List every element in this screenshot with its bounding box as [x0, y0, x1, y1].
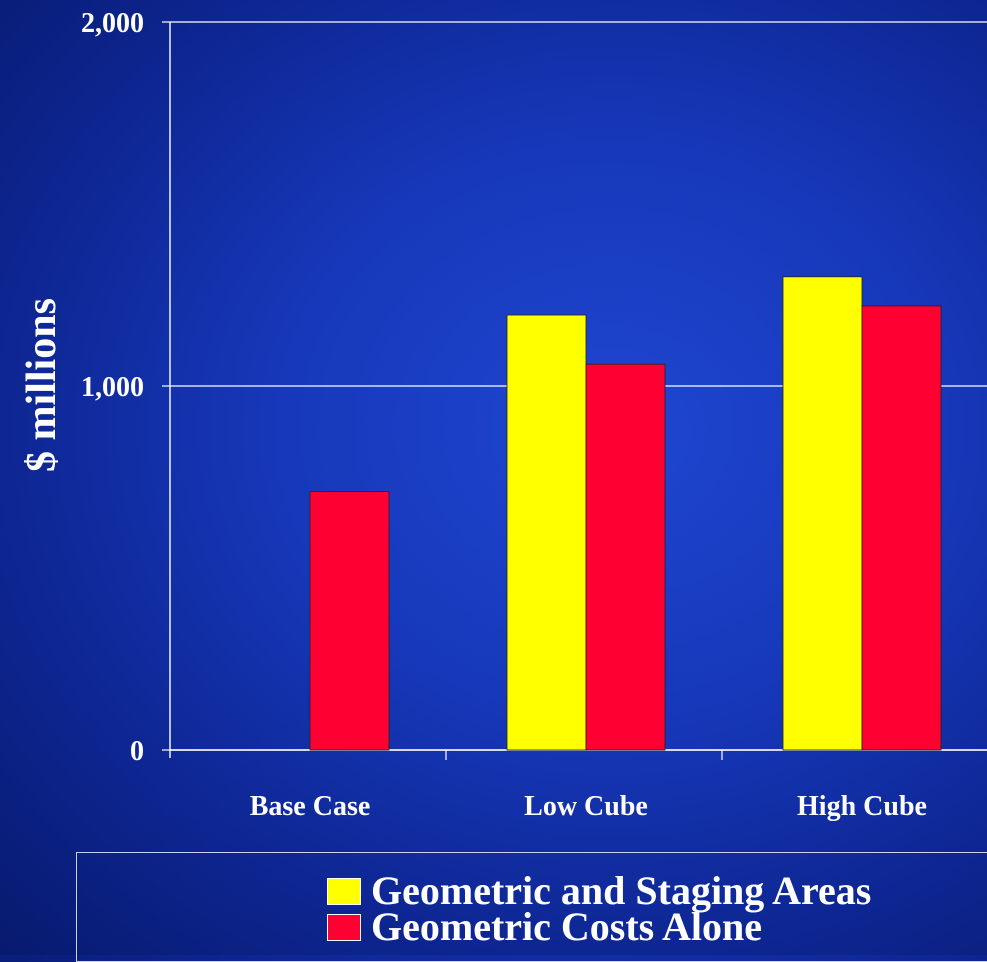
legend: Geometric and Staging Areas Geometric Co…	[76, 852, 987, 962]
x-category-label: Low Cube	[524, 791, 648, 822]
bar-geometric-costs-base-case	[309, 491, 390, 751]
x-category-label: Base Case	[250, 791, 371, 822]
legend-label-series-2: Geometric Costs Alone	[371, 904, 763, 949]
y-tick-label: 0	[130, 736, 144, 767]
legend-label-series-1: Geometric and Staging Areas	[371, 868, 872, 913]
y-axis-title: $ millions	[19, 298, 65, 472]
x-category-label: High Cube	[797, 791, 927, 822]
y-tick-label: 1,000	[81, 372, 144, 403]
bar-geometric-costs-high-cube	[861, 305, 942, 751]
y-tick-label: 2,000	[81, 8, 144, 39]
bar-geometric-and-staging-high-cube	[782, 276, 863, 751]
legend-swatch-red	[327, 913, 361, 941]
legend-item-series-2: Geometric Costs Alone	[327, 904, 871, 949]
legend-item-series-1: Geometric and Staging Areas	[327, 868, 872, 913]
legend-swatch-yellow	[327, 877, 361, 905]
bar-geometric-and-staging-low-cube	[506, 314, 587, 751]
bar-geometric-costs-low-cube	[585, 363, 666, 751]
